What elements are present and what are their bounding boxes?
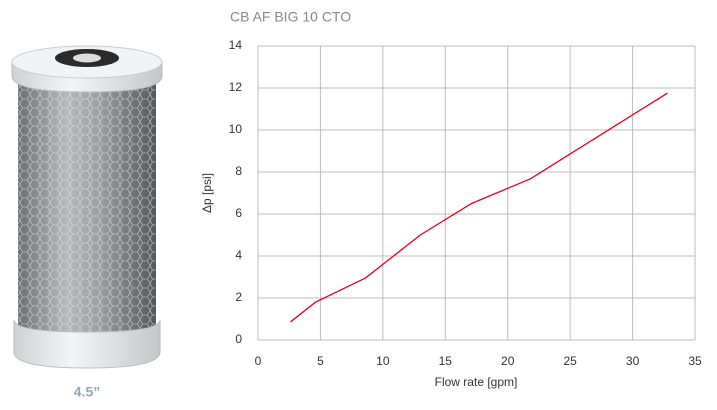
x-tick-label: 35 xyxy=(688,354,702,368)
y-tick-label: 6 xyxy=(235,206,242,220)
x-axis-label: Flow rate [gpm] xyxy=(435,375,518,389)
y-tick-label: 12 xyxy=(229,80,243,94)
y-tick-label: 4 xyxy=(235,248,242,262)
filter-image xyxy=(11,45,163,369)
y-tick-label: 10 xyxy=(229,122,243,136)
x-tick-label: 30 xyxy=(626,354,640,368)
x-tick-label: 15 xyxy=(439,354,453,368)
y-tick-label: 14 xyxy=(229,38,243,52)
y-tick-label: 2 xyxy=(235,290,242,304)
chart-title: CB AF BIG 10 CTO xyxy=(230,9,351,25)
x-tick-label: 20 xyxy=(501,354,515,368)
y-axis-label: Δp [psi] xyxy=(200,173,214,213)
x-tick-label: 0 xyxy=(255,354,262,368)
product-caption: 4.5” xyxy=(74,384,100,400)
y-tick-label: 0 xyxy=(235,332,242,346)
x-tick-label: 5 xyxy=(317,354,324,368)
y-tick-label: 8 xyxy=(235,164,242,178)
data-line xyxy=(290,92,668,323)
x-tick-label: 25 xyxy=(563,354,577,368)
x-tick-label: 10 xyxy=(376,354,390,368)
